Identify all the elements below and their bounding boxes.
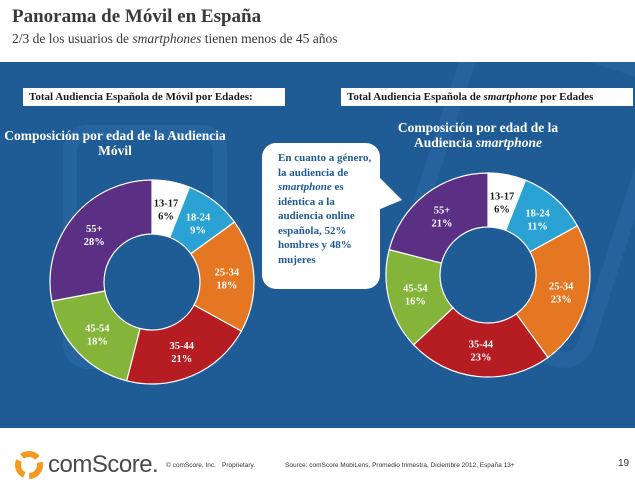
copyright: © comScore, Inc. [166,462,216,469]
subtitle-emphasis: smartphones [132,31,202,46]
left-chart-title: Composición por edad de la Audiencia Móv… [4,128,226,158]
comscore-logo: comScore. [14,450,159,480]
proprietary: Proprietary. [222,462,256,469]
comscore-logo-icon [15,451,43,479]
comscore-logo-text: comScore. [48,451,159,478]
page-number: 19 [618,458,630,469]
page-subtitle: 2/3 de los usuarios de smartphones tiene… [12,31,338,47]
left-box-label: Total Audiencia Española de Móvil por Ed… [23,88,285,106]
callout-text: En cuanto a género, la audiencia de smar… [278,152,372,266]
subtitle-prefix: 2/3 de los usuarios de [12,31,133,46]
source-note: Source: comScore MobiLens, Promedio trim… [285,462,515,469]
right-chart-title: Composición por edad de la Audiencia sma… [397,120,559,150]
page-title: Panorama de Móvil en España [12,6,262,27]
callout-bubble [262,143,380,289]
right-box-label: Total Audiencia Española de smartphone p… [341,88,633,106]
subtitle-suffix: tienen menos de 45 años [201,31,338,46]
